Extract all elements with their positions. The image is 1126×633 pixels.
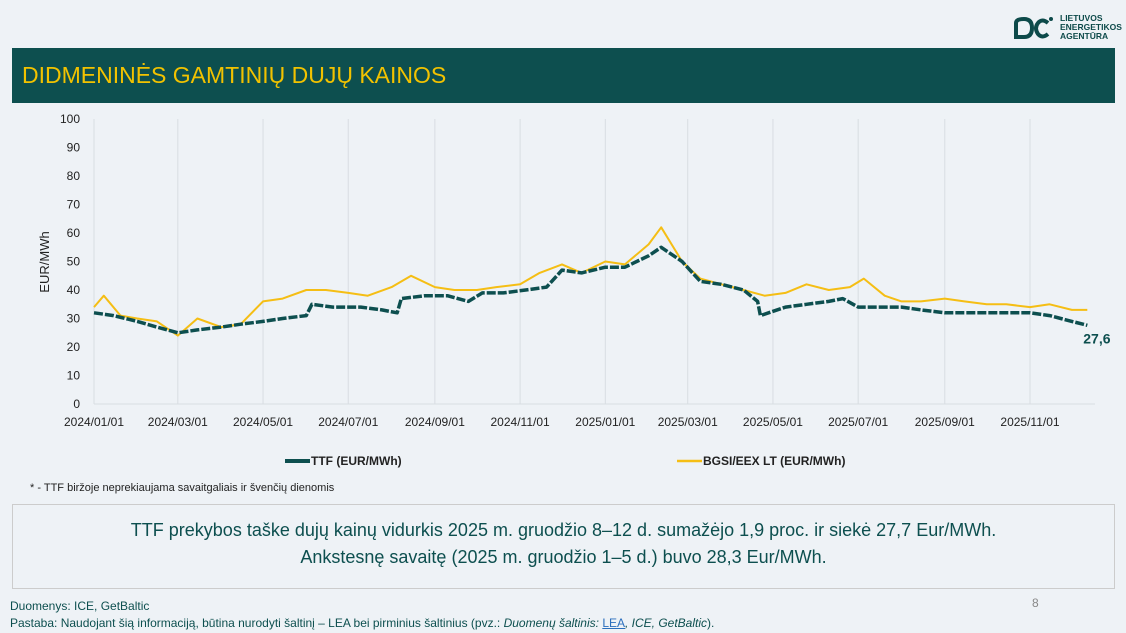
summary-box: TTF prekybos taške dujų kainų vidurkis 2…: [12, 504, 1115, 589]
x-tick-label: 2025/07/01: [828, 415, 888, 429]
sources: Duomenys: ICE, GetBaltic Pastaba: Naudoj…: [10, 598, 714, 632]
y-tick-label: 40: [67, 283, 81, 297]
bgsi-series-line: [93, 226, 1088, 337]
y-tick-label: 70: [67, 198, 81, 212]
x-tick-label: 2025/05/01: [743, 415, 803, 429]
ttf-series-line: [93, 245, 1088, 335]
note-end: ).: [707, 616, 715, 630]
logo: LIETUVOS ENERGETIKOS AGENTŪRA: [1012, 14, 1122, 41]
end-value-label: 27,6: [1083, 330, 1110, 346]
y-tick-label: 90: [67, 141, 81, 155]
y-tick-label: 10: [67, 369, 81, 383]
title-bar: DIDMENINĖS GAMTINIŲ DUJŲ KAINOS: [12, 48, 1115, 103]
x-tick-label: 2024/03/01: [148, 415, 208, 429]
note-italic: Duomenų šaltinis:: [503, 616, 603, 630]
x-tick-label: 2025/11/01: [1000, 415, 1059, 429]
lea-link[interactable]: LEA: [602, 616, 625, 630]
legend-label: BGSI/EEX LT (EUR/MWh): [703, 454, 845, 468]
y-tick-label: 80: [67, 169, 81, 183]
x-tick-label: 2024/01/01: [64, 415, 124, 429]
logo-line: AGENTŪRA: [1060, 31, 1109, 41]
page-title: DIDMENINĖS GAMTINIŲ DUJŲ KAINOS: [22, 62, 447, 88]
summary-line: TTF prekybos taške dujų kainų vidurkis 2…: [130, 520, 997, 540]
y-tick-label: 50: [67, 255, 81, 269]
footnote: * - TTF biržoje neprekiaujama savaitgali…: [30, 482, 335, 494]
page-number: 8: [1032, 596, 1039, 610]
y-tick-label: 100: [60, 112, 80, 126]
summary-line: Ankstesnę savaitę (2025 m. gruodžio 1–5 …: [300, 547, 827, 567]
note-rest: , ICE, GetBaltic: [625, 616, 708, 630]
note-prefix: Pastaba: Naudojant šią informaciją, būti…: [10, 616, 504, 630]
y-tick-label: 0: [73, 397, 80, 411]
x-tick-label: 2025/03/01: [658, 415, 718, 429]
lea-logo-icon: [1014, 16, 1053, 39]
y-tick-label: 30: [67, 312, 81, 326]
logo-line: LIETUVOS: [1060, 13, 1103, 23]
legend-label: TTF (EUR/MWh): [311, 454, 402, 468]
logo-line: ENERGETIKOS: [1060, 22, 1122, 32]
x-tick-label: 2024/09/01: [405, 415, 465, 429]
x-tick-label: 2024/11/01: [491, 415, 550, 429]
y-tick-label: 20: [67, 340, 81, 354]
sources-data: Duomenys: ICE, GetBaltic: [10, 599, 150, 613]
x-tick-label: 2025/01/01: [575, 415, 635, 429]
y-axis-label: EUR/MWh: [37, 231, 52, 292]
x-tick-label: 2024/07/01: [318, 415, 378, 429]
y-tick-label: 60: [67, 226, 81, 240]
x-tick-label: 2024/05/01: [233, 415, 293, 429]
price-chart: 2024/01/01 2024/03/01 2024/05/01 2024/07/01…: [37, 112, 1111, 468]
x-tick-label: 2025/09/01: [915, 415, 975, 429]
